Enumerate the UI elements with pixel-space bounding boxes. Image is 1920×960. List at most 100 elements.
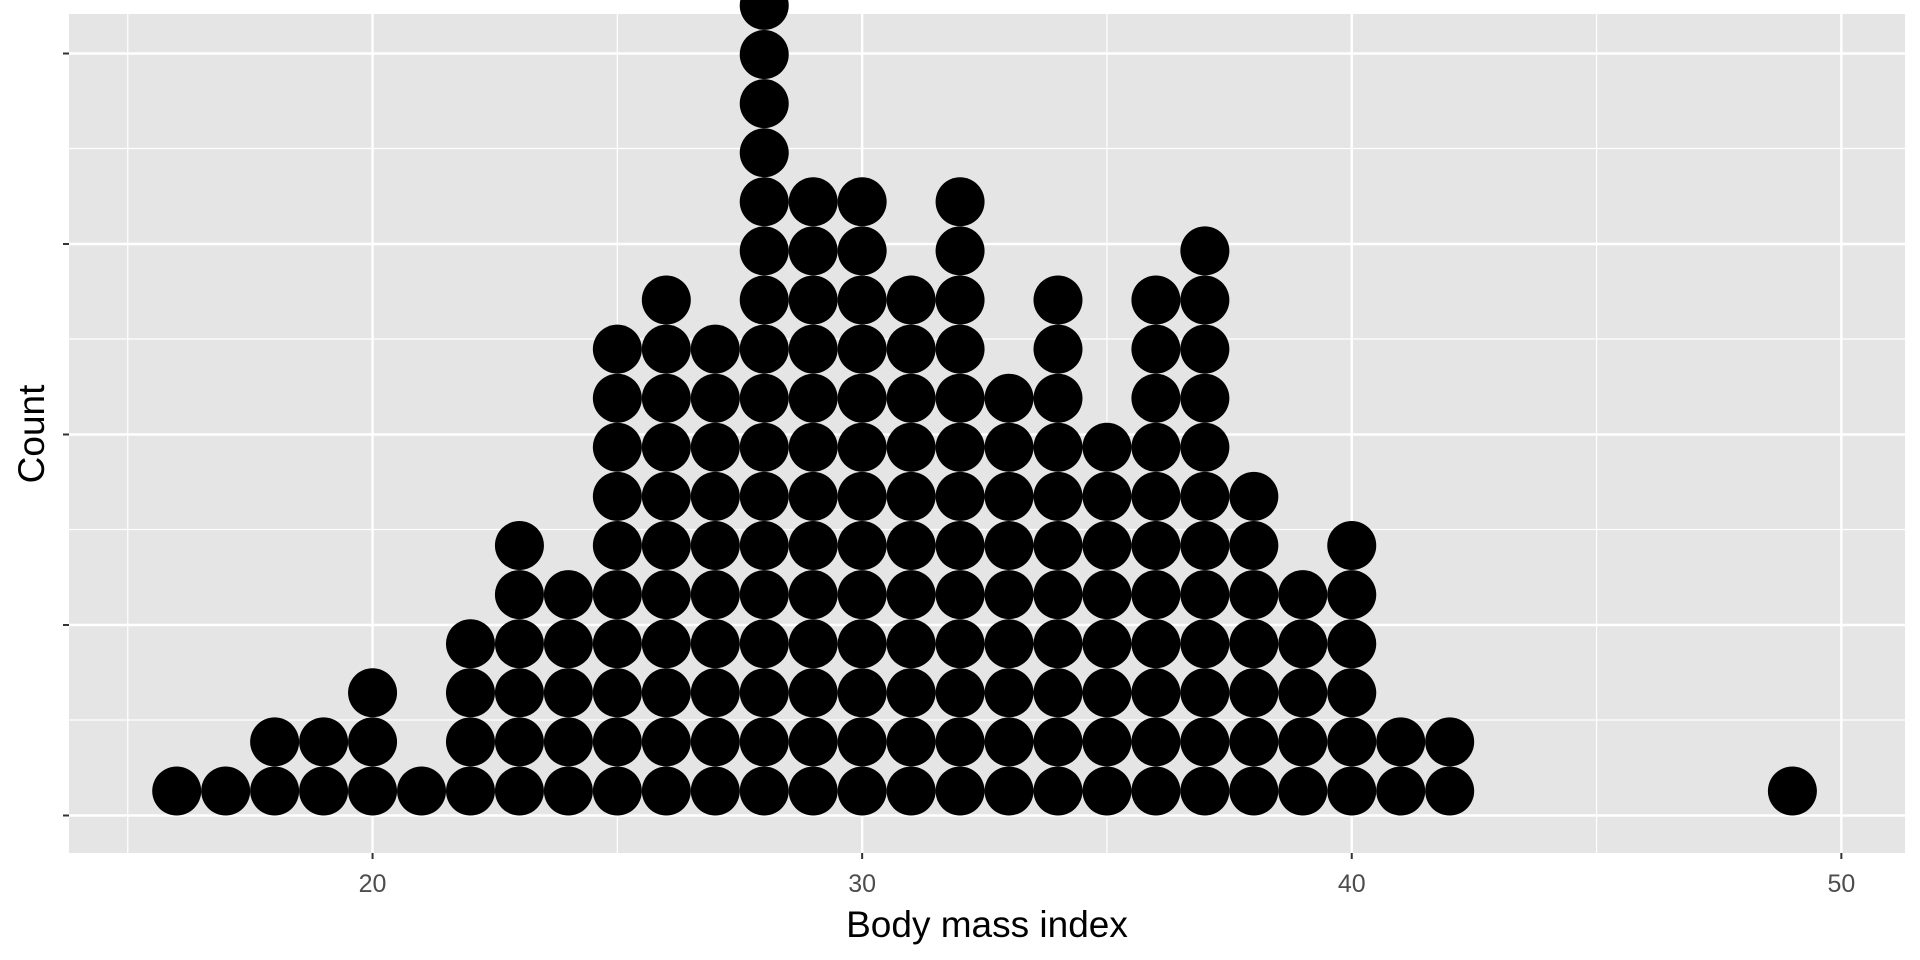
- dot: [935, 668, 985, 718]
- x-axis-tick-labels: 20 30 40 50: [359, 870, 1856, 898]
- dot: [1082, 668, 1132, 718]
- dot: [886, 570, 936, 620]
- dot: [935, 177, 985, 227]
- dot: [788, 177, 838, 227]
- dot: [494, 570, 544, 620]
- dot: [641, 570, 691, 620]
- dot: [886, 373, 936, 423]
- dot: [1180, 422, 1230, 472]
- dot: [1229, 570, 1279, 620]
- dot: [739, 275, 789, 325]
- dot: [1327, 570, 1377, 620]
- dot: [739, 570, 789, 620]
- dot: [1033, 717, 1083, 767]
- dot: [1082, 521, 1132, 570]
- dot: [837, 668, 887, 718]
- dot: [250, 717, 300, 767]
- dot: [445, 766, 495, 816]
- dot: [1327, 766, 1377, 816]
- dot: [739, 226, 789, 276]
- dot: [1082, 471, 1132, 521]
- dot: [1180, 717, 1230, 767]
- dot: [1180, 766, 1230, 816]
- dot: [837, 521, 887, 570]
- dot: [1131, 766, 1181, 816]
- dot: [837, 570, 887, 620]
- dot: [739, 717, 789, 767]
- dot: [494, 619, 544, 669]
- dot: [984, 422, 1034, 472]
- dot: [837, 717, 887, 767]
- dot: [494, 766, 544, 816]
- dot: [739, 422, 789, 472]
- dot: [641, 668, 691, 718]
- dot: [690, 619, 740, 669]
- dot: [935, 471, 985, 521]
- dot: [592, 324, 642, 374]
- dot: [1278, 766, 1328, 816]
- dot: [690, 717, 740, 767]
- dot: [690, 471, 740, 521]
- x-tick-label: 20: [359, 870, 387, 898]
- dot: [1033, 275, 1083, 325]
- dot: [935, 422, 985, 472]
- dot: [592, 668, 642, 718]
- dot: [592, 766, 642, 816]
- dot: [543, 717, 593, 767]
- dot: [837, 619, 887, 669]
- dot: [788, 766, 838, 816]
- dot: [935, 275, 985, 325]
- x-tick-label: 40: [1338, 870, 1366, 898]
- dot: [1180, 619, 1230, 669]
- dot: [1033, 668, 1083, 718]
- dot: [984, 471, 1034, 521]
- dot: [445, 668, 495, 718]
- dot: [592, 619, 642, 669]
- dot: [739, 521, 789, 570]
- dot: [788, 570, 838, 620]
- dot: [739, 0, 789, 30]
- dot: [739, 619, 789, 669]
- dot: [886, 619, 936, 669]
- dot: [1033, 766, 1083, 816]
- dot: [1033, 570, 1083, 620]
- dot: [788, 471, 838, 521]
- dot: [935, 373, 985, 423]
- dot: [739, 471, 789, 521]
- dot: [1033, 373, 1083, 423]
- dot: [1229, 766, 1279, 816]
- dot: [1229, 471, 1279, 521]
- dot: [348, 717, 398, 767]
- dot: [1131, 422, 1181, 472]
- dot: [1033, 422, 1083, 472]
- dot: [1327, 717, 1377, 767]
- dot: [1082, 766, 1132, 816]
- dot: [935, 766, 985, 816]
- dot: [788, 324, 838, 374]
- dot: [690, 422, 740, 472]
- dot: [1229, 521, 1279, 570]
- dot: [935, 619, 985, 669]
- dot: [1278, 668, 1328, 718]
- dot: [1082, 717, 1132, 767]
- dot: [984, 619, 1034, 669]
- dot: [543, 668, 593, 718]
- y-axis-ticks: [63, 52, 69, 817]
- dot: [543, 766, 593, 816]
- dot: [641, 717, 691, 767]
- dot: [935, 521, 985, 570]
- dot: [886, 324, 936, 374]
- dot: [690, 373, 740, 423]
- dot: [592, 570, 642, 620]
- dot: [1425, 766, 1475, 816]
- dot: [690, 668, 740, 718]
- x-tick-label: 50: [1827, 870, 1855, 898]
- dot: [788, 717, 838, 767]
- dot: [152, 766, 202, 816]
- dot: [886, 275, 936, 325]
- dot: [690, 324, 740, 374]
- dot: [1180, 471, 1230, 521]
- dot: [592, 717, 642, 767]
- dot: [788, 226, 838, 276]
- dot: [299, 717, 349, 767]
